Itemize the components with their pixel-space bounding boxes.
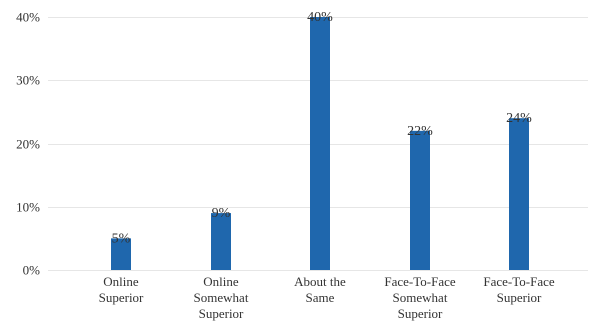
x-category-label-line: Same <box>306 290 335 305</box>
bars <box>111 17 529 270</box>
x-category-label: Face-To-Face Somewhat Superior <box>384 274 456 321</box>
y-tick-label: 40% <box>16 10 40 25</box>
x-category-label-line: Superior <box>99 290 144 305</box>
data-label: 40% <box>307 10 333 25</box>
x-category-label-line: Somewhat <box>194 290 249 305</box>
data-labels: 5% 9% 40% 22% 24% <box>112 10 533 246</box>
x-category-label: About the Same <box>294 274 346 305</box>
y-axis-tick-labels: 0% 10% 20% 30% 40% <box>16 10 40 278</box>
bar <box>509 118 529 270</box>
y-tick-label: 0% <box>23 263 41 278</box>
x-category-label: Online Superior <box>99 274 144 305</box>
x-category-label-line: Superior <box>497 290 542 305</box>
x-category-label-line: About the <box>294 274 346 289</box>
bar <box>310 17 330 270</box>
data-label: 9% <box>212 206 231 221</box>
bar <box>211 213 231 270</box>
data-label: 5% <box>112 231 131 246</box>
y-tick-label: 20% <box>16 137 40 152</box>
x-category-label-line: Superior <box>199 306 244 321</box>
x-category-label-line: Face-To-Face <box>483 274 555 289</box>
y-tick-label: 30% <box>16 73 40 88</box>
x-category-label: Face-To-Face Superior <box>483 274 555 305</box>
data-label: 22% <box>407 124 433 139</box>
bar <box>111 238 131 270</box>
data-label: 24% <box>506 111 532 126</box>
x-category-label-line: Online <box>103 274 139 289</box>
x-category-label-line: Online <box>203 274 239 289</box>
x-category-label: Online Somewhat Superior <box>194 274 249 321</box>
x-category-label-line: Superior <box>398 306 443 321</box>
bar <box>410 130 430 270</box>
x-category-label-line: Face-To-Face <box>384 274 456 289</box>
x-category-label-line: Somewhat <box>393 290 448 305</box>
y-tick-label: 10% <box>16 200 40 215</box>
